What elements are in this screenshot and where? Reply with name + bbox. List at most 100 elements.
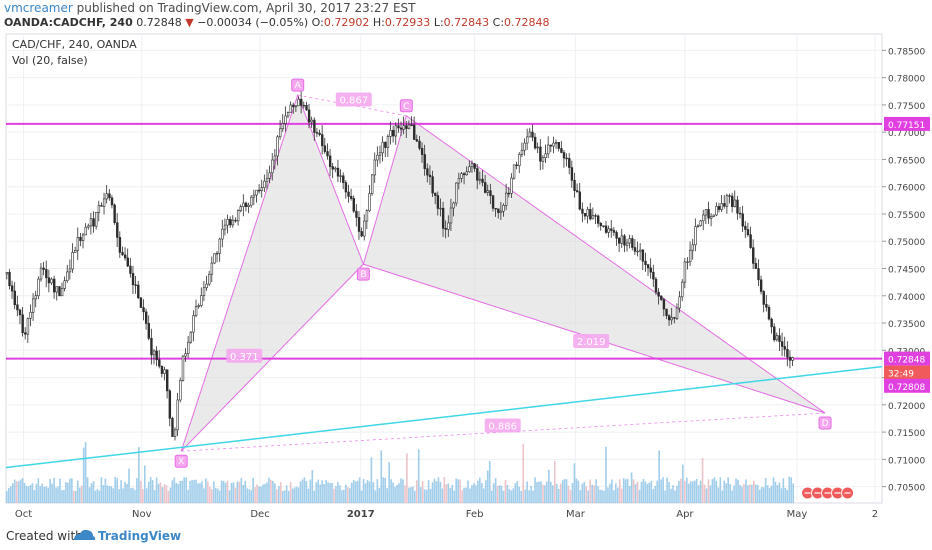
- candle-body: [50, 278, 53, 284]
- candle-body: [489, 190, 492, 197]
- volume-bar: [132, 487, 134, 503]
- volume-bar: [382, 477, 385, 503]
- candle-body: [778, 335, 781, 342]
- volume-bar: [47, 487, 49, 503]
- volume-bar: [345, 484, 347, 503]
- volume-bar: [622, 478, 625, 503]
- candle-body: [344, 182, 348, 193]
- volume-bar: [423, 489, 426, 503]
- volume-bar: [760, 487, 763, 503]
- volume-bar: [232, 482, 235, 503]
- candle-body: [439, 207, 442, 210]
- volume-bar: [540, 481, 542, 503]
- volume-bar: [703, 484, 706, 503]
- volume-bar: [628, 485, 631, 503]
- volume-bar: [739, 485, 741, 503]
- candle-body: [426, 168, 429, 176]
- candle-body: [81, 234, 85, 241]
- y-tick-label: 0.74500: [888, 266, 925, 276]
- candle-body: [10, 285, 14, 292]
- volume-bar: [360, 490, 363, 503]
- tradingview-brand[interactable]: TradingView: [98, 529, 182, 543]
- candle-body: [97, 205, 101, 213]
- candle-body: [29, 312, 32, 319]
- volume-bar: [348, 488, 351, 503]
- price-chart[interactable]: X A B C D 0.867 0.371 2.019 0.886 0.78500 0.78000…: [0, 32, 932, 522]
- y-tick-label: 0.77500: [888, 102, 925, 112]
- candle-body: [483, 182, 487, 193]
- candle-body: [386, 136, 390, 148]
- volume-bar: [544, 485, 546, 503]
- volume-bar: [617, 487, 619, 503]
- volume-bar: [386, 488, 389, 503]
- candle-body: [179, 380, 182, 401]
- volume-bar: [301, 479, 304, 503]
- volume-bar: [177, 484, 180, 503]
- candle-body: [431, 176, 434, 194]
- volume-bar: [469, 488, 471, 503]
- candle-body: [657, 291, 660, 297]
- volume-bar: [591, 484, 593, 503]
- volume-bar: [9, 486, 12, 503]
- volume-bar: [674, 490, 676, 503]
- upper-level-tag-bg: [884, 116, 930, 131]
- change-arrow-icon: ▼: [185, 16, 194, 29]
- candle-body: [746, 229, 750, 235]
- volume-bar: [130, 488, 132, 503]
- volume-bar: [790, 477, 793, 503]
- volume-bar: [731, 490, 733, 503]
- volume-bar: [25, 485, 28, 503]
- candle-body: [465, 171, 468, 176]
- volume-bar: [571, 482, 574, 503]
- volume-bar: [766, 485, 769, 503]
- volume-bar: [494, 478, 497, 503]
- volume-bar: [7, 488, 10, 503]
- volume-bar: [638, 489, 641, 503]
- volume-bar: [346, 487, 349, 503]
- time-axis[interactable]: Oct Nov Dec 2017 Feb Mar Apr May 2: [15, 509, 878, 520]
- volume-bar: [745, 479, 747, 503]
- volume-bar: [567, 485, 570, 503]
- candle-body: [263, 180, 266, 188]
- volume-bar: [138, 447, 140, 503]
- volume-bar: [27, 486, 30, 503]
- volume-bar: [297, 487, 300, 503]
- volume-bar: [486, 470, 489, 503]
- volume-bar: [159, 482, 162, 503]
- candle-body: [552, 142, 555, 147]
- candle-body: [586, 209, 589, 217]
- volume-bar: [788, 476, 791, 503]
- candle-body: [118, 237, 122, 253]
- volume-bar: [212, 481, 215, 503]
- candle-body: [342, 175, 345, 183]
- volume-bar: [21, 478, 24, 503]
- volume-bar: [437, 477, 440, 503]
- price-axis[interactable]: 0.78500 0.78000 0.77500 0.77000 0.76500 0.760…: [882, 47, 930, 494]
- ratio-label-box: [335, 92, 372, 107]
- candle-body: [541, 157, 545, 162]
- candle-body: [394, 125, 398, 137]
- candle-body: [780, 341, 784, 347]
- y-tick-label: 0.70500: [888, 484, 925, 494]
- volume-bar: [88, 487, 91, 503]
- candle-body: [673, 317, 676, 319]
- volume-bar: [252, 477, 254, 503]
- chart-title: CAD/CHF, 240, OANDA: [12, 38, 137, 51]
- candle-body: [257, 189, 261, 192]
- candle-body: [197, 305, 200, 307]
- volume-bar: [778, 482, 781, 503]
- volume-bar: [279, 482, 282, 503]
- candle-body: [307, 109, 311, 123]
- volume-bar: [305, 481, 308, 503]
- candle-body: [620, 235, 624, 244]
- candle-body: [520, 149, 524, 155]
- volume-bar: [477, 480, 479, 503]
- volume-bar: [441, 488, 444, 503]
- author-link[interactable]: vmcreamer: [4, 1, 73, 15]
- ratio-label-box: [226, 348, 263, 363]
- volume-bar: [311, 470, 314, 503]
- volume-bar: [78, 487, 81, 503]
- ratio-label: 0.371: [230, 352, 259, 363]
- candle-body: [302, 104, 306, 107]
- candle-body: [644, 260, 647, 265]
